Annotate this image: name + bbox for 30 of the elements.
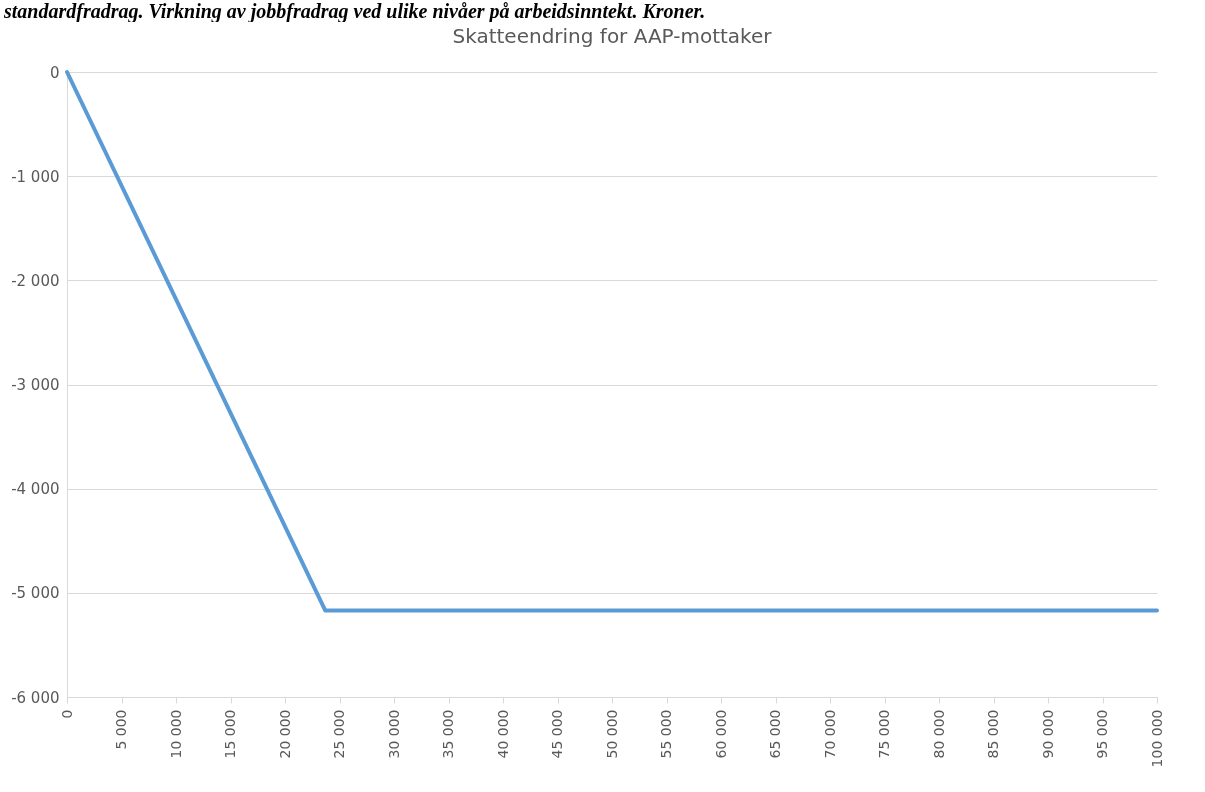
x-tick-label: 70 000: [821, 709, 838, 759]
y-tick-label: -1 000: [11, 167, 60, 186]
x-tick-label: 10 000: [167, 709, 184, 759]
y-tick-label: -3 000: [11, 376, 60, 394]
x-tick-label: 80 000: [930, 709, 947, 759]
x-tick-label: 15 000: [222, 709, 238, 759]
y-tick-label: 0: [49, 63, 60, 82]
x-tick-label: 100 000: [1148, 709, 1165, 768]
x-tick-label: 0: [58, 709, 75, 719]
x-tick-label: 30 000: [385, 709, 402, 759]
x-tick-label: 20 000: [276, 709, 293, 759]
x-tick-label: 55 000: [658, 709, 674, 759]
text: standardfradrag. Virkning av jobbfradrag ved ulike nivåer på arbeidsinntekt. Kroner.: [4, 0, 707, 22]
x-tick-label: 25 000: [331, 709, 347, 759]
x-tick-label: 90 000: [1039, 709, 1056, 759]
x-tick-label: 60 000: [712, 709, 729, 759]
chart-title: Skatteendring for AAP-mottaker: [452, 24, 773, 48]
x-tick-label: 35 000: [440, 709, 456, 759]
y-tick-label: -4 000: [11, 480, 60, 499]
y-tick-label: -5 000: [11, 584, 60, 603]
x-tick-label: 65 000: [767, 709, 783, 759]
y-tick-label: -6 000: [11, 688, 60, 707]
x-tick-label: 45 000: [549, 709, 565, 759]
x-tick-label: 50 000: [603, 709, 620, 759]
x-tick-label: 40 000: [494, 709, 511, 759]
y-tick-label: -2 000: [11, 271, 60, 290]
x-tick-label: 75 000: [876, 709, 892, 759]
x-tick-label: 95 000: [1094, 709, 1110, 759]
x-tick-label: 85 000: [985, 709, 1001, 759]
x-tick-label: 5 000: [113, 709, 129, 750]
